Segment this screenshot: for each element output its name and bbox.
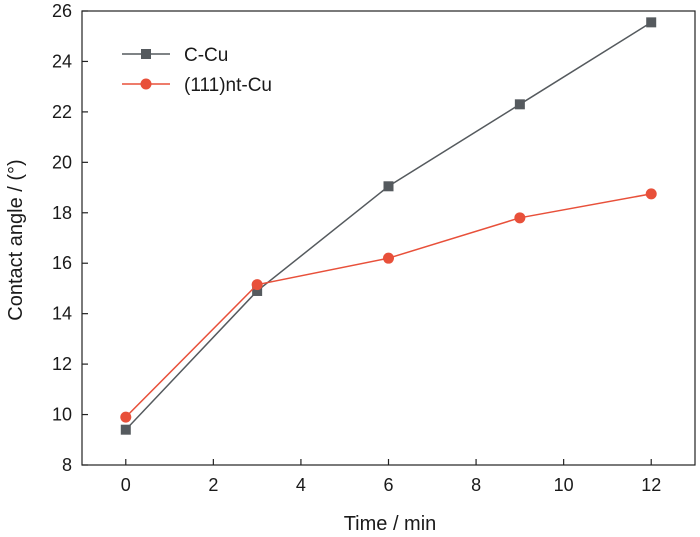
- y-axis-title: Contact angle / (°): [5, 159, 27, 320]
- y-tick-label: 24: [52, 51, 72, 71]
- plot-border: [81, 10, 696, 466]
- legend-label: C-Cu: [184, 45, 228, 66]
- legend: C-Cu (111)nt-Cu: [122, 45, 272, 96]
- data-point: [120, 424, 131, 435]
- x-tick-label: 10: [554, 475, 574, 495]
- x-tick-label: 8: [471, 475, 481, 495]
- x-tick-label: 2: [208, 475, 218, 495]
- x-tick-label: 6: [383, 475, 393, 495]
- legend-label: (111)nt-Cu: [184, 75, 272, 96]
- data-point: [514, 212, 526, 224]
- y-tick-label: 10: [52, 405, 72, 425]
- series-line: [125, 193, 652, 418]
- x-axis-title: Time / min: [344, 513, 437, 535]
- legend-marker: [141, 49, 151, 59]
- data-point: [120, 411, 132, 423]
- y-tick-label: 8: [62, 455, 72, 475]
- x-tick-label: 4: [296, 475, 306, 495]
- data-point: [645, 188, 657, 200]
- data-point: [514, 99, 525, 110]
- data-point: [383, 252, 394, 264]
- y-tick-label: 22: [52, 102, 72, 122]
- y-axis: 8 10 12 14 16 18 20 22 24 26: [52, 1, 88, 475]
- data-point: [383, 181, 394, 192]
- data-point: [251, 279, 263, 291]
- y-tick-label: 14: [52, 304, 72, 324]
- y-tick-label: 20: [52, 152, 72, 172]
- series-layer: [120, 17, 657, 435]
- legend-marker: [140, 78, 152, 90]
- plot-frame: [81, 10, 696, 466]
- y-tick-label: 12: [52, 354, 72, 374]
- data-point: [646, 17, 657, 28]
- x-axis: 0 2 4 6 8 10 12: [121, 459, 661, 495]
- y-tick-label: 26: [52, 1, 72, 21]
- x-tick-label: 12: [641, 475, 661, 495]
- y-tick-label: 16: [52, 253, 72, 273]
- y-tick-label: 18: [52, 203, 72, 223]
- x-tick-label: 0: [121, 475, 131, 495]
- data-point: [252, 285, 263, 296]
